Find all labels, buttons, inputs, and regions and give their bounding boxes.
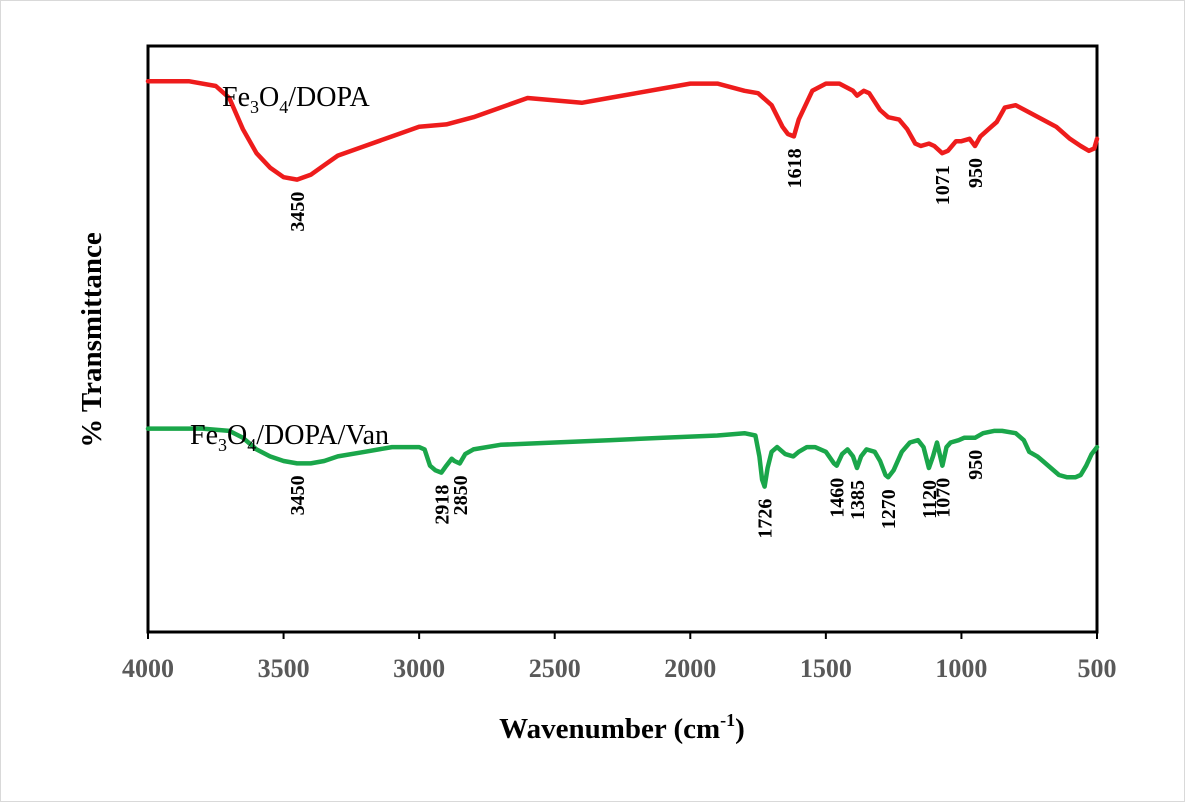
series-label-2: Fe3O4/DOPA/Van [190,420,389,455]
series-label-text: O [227,420,247,451]
plot-area-border [146,44,1099,634]
peak-label: 1071 [932,165,954,205]
series-label-text: Fe [190,420,218,451]
x-axis-title-superscript: -1 [720,710,735,730]
y-axis-title: % Transmittance [76,232,108,448]
peak-label: 1460 [827,478,849,518]
series-label-subscript: 3 [250,97,259,117]
x-tick-label: 3000 [393,654,445,683]
x-tick-label: 1500 [800,654,852,683]
peak-label: 3450 [287,192,309,232]
peak-label: 950 [965,450,987,480]
series-label-subscript: 4 [247,435,256,455]
x-tick-label: 4000 [122,654,174,683]
peak-label: 2918 [431,485,453,525]
series-line-2 [145,426,1100,489]
series-label-subscript: 4 [279,97,288,117]
x-tick-label: 2000 [664,654,716,683]
series-label-subscript: 3 [218,435,227,455]
peak-label: 1120 [919,480,941,519]
x-axis-title-main: Wavenumber (cm [499,713,720,745]
x-tick-label: 2500 [529,654,581,683]
x-tick-label: 500 [1078,654,1117,683]
x-axis: 4000 3500 3000 2500 2000 1500 1000 500 [122,632,1117,683]
x-axis-title-close: ) [735,713,745,745]
peak-label: 1070 [932,478,954,518]
peak-label: 1385 [847,480,869,520]
series-layer [145,78,1100,489]
peak-label: 950 [965,158,987,188]
x-axis-title: Wavenumber (cm-1) [499,710,745,745]
series-label-text: Fe [222,82,250,113]
peak-label: 2850 [450,475,472,515]
series-label-text: /DOPA [288,82,370,113]
series-label-text: /DOPA/Van [256,420,389,451]
series-label-1: Fe3O4/DOPA [222,82,370,117]
peak-label: 1726 [755,499,777,539]
series-line-1 [145,78,1100,182]
x-tick-label: 3500 [258,654,310,683]
x-tick-label: 1000 [935,654,987,683]
peak-label: 1270 [878,489,900,529]
series-label-text: O [259,82,279,113]
peak-label: 3450 [287,475,309,515]
peak-label: 1618 [784,148,806,188]
